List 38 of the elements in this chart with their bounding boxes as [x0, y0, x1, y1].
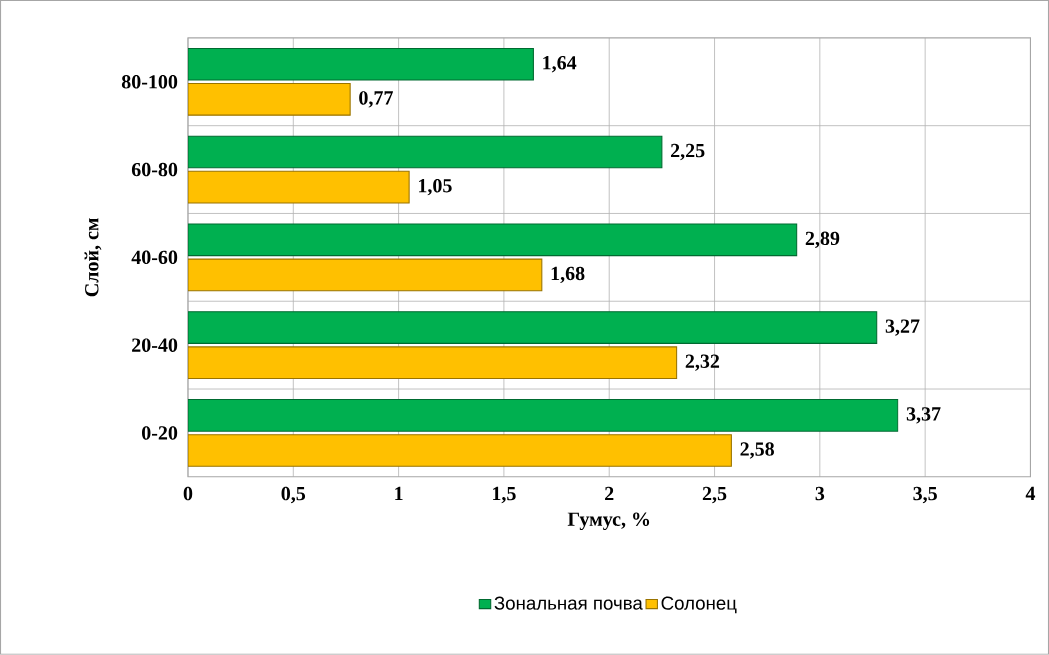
y-tick-label: 40-60 [131, 250, 178, 265]
data-label: 2,25 [670, 143, 705, 161]
legend-label: Солонец [661, 596, 737, 614]
x-tick-label: 2,5 [702, 486, 727, 504]
x-tick-label: 3 [815, 486, 825, 501]
x-tick-label: 0 [183, 486, 193, 501]
x-tick-label: 3,5 [913, 486, 937, 504]
bar [187, 48, 534, 81]
legend-label: Зональная почва [494, 596, 643, 610]
data-label: 1,64 [543, 56, 577, 73]
bar [187, 434, 732, 467]
data-label: 1,05 [419, 179, 452, 196]
x-tick-label: 2 [605, 486, 614, 501]
data-label: 0,77 [359, 91, 393, 108]
data-label: 2,89 [805, 231, 840, 249]
y-tick-label: 60-80 [131, 162, 178, 177]
bar [187, 135, 663, 169]
data-label: 1,68 [551, 266, 585, 284]
data-label: 3,37 [906, 407, 941, 424]
bar [187, 170, 410, 204]
bar [187, 399, 899, 432]
y-tick-label: 20-40 [132, 338, 178, 352]
x-tick-label: 0,5 [281, 486, 306, 504]
x-tick-label: 4 [1025, 486, 1036, 501]
y-tick-label: 0-20 [142, 426, 178, 440]
bar [187, 258, 543, 292]
y-tick-label: 80-100 [121, 75, 178, 89]
x-tick-label: 1,5 [493, 486, 516, 504]
x-axis-title: Гумус, % [567, 512, 650, 531]
data-label: 2,58 [740, 442, 774, 459]
x-tick-label: 1 [395, 486, 403, 501]
data-label: 2,32 [685, 354, 720, 371]
y-axis-title: Слой, см [84, 218, 102, 297]
bar [187, 83, 351, 116]
bar [187, 311, 878, 345]
bar [187, 223, 798, 257]
data-label: 3,27 [885, 319, 920, 336]
bar [187, 346, 678, 380]
